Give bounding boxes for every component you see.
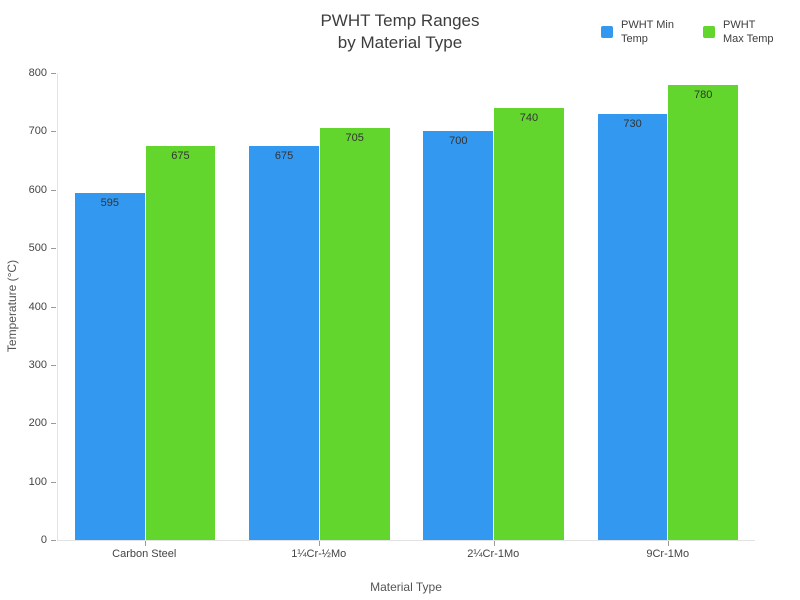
x-axis-title: Material Type [370, 580, 442, 594]
legend: PWHT Min Temp PWHT Max Temp [601, 18, 779, 46]
bar-value-label: 780 [694, 88, 713, 101]
x-tick-mark [145, 541, 147, 546]
bar-group: 730 780 [581, 73, 755, 546]
y-tick-mark [51, 306, 56, 308]
legend-item-min-temp[interactable]: PWHT Min Temp [601, 18, 677, 46]
x-label-cell: 9Cr-1Mo [581, 547, 756, 561]
x-tick-mark [319, 541, 321, 546]
x-axis-labels: Carbon Steel 1¼Cr-½Mo 2¼Cr-1Mo 9Cr-1Mo [57, 547, 755, 561]
y-tick-label: 100 [28, 475, 47, 488]
y-tick-mark [51, 540, 56, 541]
bar[interactable]: 595 [74, 192, 145, 540]
y-tick-label: 700 [28, 125, 47, 138]
bar[interactable]: 705 [319, 128, 390, 540]
y-tick-mark [51, 131, 56, 133]
bar-value-label: 705 [345, 132, 364, 145]
bar[interactable]: 740 [494, 108, 564, 540]
bar-value-label: 740 [519, 112, 539, 125]
y-tick-mark [51, 481, 56, 483]
bar[interactable]: 675 [145, 145, 216, 540]
bar-value-label: 730 [623, 117, 642, 130]
bar-value-label: 700 [449, 135, 468, 148]
bar-value-label: 675 [274, 149, 294, 162]
bar-group: 700 740 [407, 73, 581, 546]
y-tick-label: 0 [40, 534, 47, 546]
plot-area: 0 100 200 300 400 500 600 700 800 595 675 675 705 70… [29, 67, 755, 546]
legend-label-min-temp: PWHT Min Temp [621, 19, 674, 45]
bar-group: 675 705 [232, 73, 406, 546]
y-tick-mark [51, 364, 56, 366]
x-category-label: 2¼Cr-1Mo [467, 548, 520, 560]
y-tick-label: 500 [28, 242, 47, 255]
max-temp-swatch-icon [703, 26, 715, 38]
y-tick-mark [51, 73, 56, 74]
bar-group: 595 675 [58, 73, 232, 546]
legend-item-max-temp[interactable]: PWHT Max Temp [703, 18, 779, 46]
y-tick-mark [51, 423, 56, 425]
legend-label-max-temp: PWHT Max Temp [723, 19, 774, 45]
y-tick-mark [51, 248, 56, 250]
bar-value-label: 595 [100, 196, 119, 209]
y-tick-label: 200 [28, 417, 47, 430]
y-tick-label: 400 [28, 300, 47, 313]
bar[interactable]: 780 [668, 84, 739, 540]
x-label-cell: 1¼Cr-½Mo [232, 547, 407, 561]
x-category-label: 9Cr-1Mo [646, 548, 690, 560]
x-tick-mark [667, 541, 669, 546]
bar[interactable]: 700 [423, 131, 494, 540]
plot-bars: 595 675 675 705 700 740 730 780 [58, 73, 755, 546]
x-label-cell: 2¼Cr-1Mo [406, 547, 581, 561]
min-temp-swatch-icon [601, 26, 613, 38]
bar-value-label: 675 [171, 149, 190, 162]
y-tick-label: 600 [28, 183, 47, 196]
x-label-cell: Carbon Steel [57, 547, 232, 561]
x-category-label: Carbon Steel [112, 548, 177, 560]
x-tick-mark [493, 541, 495, 546]
y-tick-mark [51, 189, 56, 191]
y-axis-title: Temperature (°C) [5, 259, 19, 353]
y-tick-label: 800 [28, 67, 47, 79]
bar[interactable]: 730 [597, 113, 668, 540]
chart-title: PWHT Temp Ranges by Material Type [320, 11, 480, 52]
x-category-label: 1¼Cr-½Mo [291, 548, 347, 560]
y-tick-label: 300 [28, 358, 47, 371]
bar[interactable]: 675 [249, 145, 319, 540]
